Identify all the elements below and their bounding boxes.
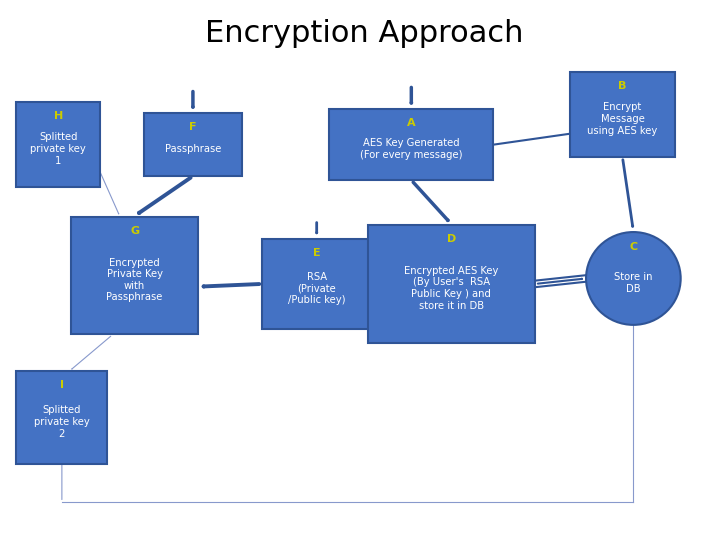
Text: B: B: [618, 81, 627, 91]
Text: D: D: [447, 234, 456, 244]
Text: AES Key Generated
(For every message): AES Key Generated (For every message): [360, 138, 462, 160]
FancyBboxPatch shape: [569, 72, 676, 157]
Text: RSA
(Private
/Public key): RSA (Private /Public key): [288, 272, 345, 305]
Text: I: I: [60, 380, 64, 390]
Text: Splitted
private key
1: Splitted private key 1: [31, 133, 86, 165]
FancyBboxPatch shape: [329, 109, 494, 180]
Text: Splitted
private key
2: Splitted private key 2: [34, 406, 90, 438]
FancyBboxPatch shape: [17, 371, 108, 464]
FancyBboxPatch shape: [368, 225, 535, 343]
Text: Store in
DB: Store in DB: [614, 272, 652, 294]
Text: Passphrase: Passphrase: [165, 144, 221, 154]
Text: Encrypt
Message
using AES key: Encrypt Message using AES key: [587, 103, 657, 135]
Ellipse shape: [586, 232, 681, 325]
FancyBboxPatch shape: [262, 239, 371, 329]
Text: Encrypted
Private Key
with
Passphrase: Encrypted Private Key with Passphrase: [106, 258, 163, 302]
Text: C: C: [629, 242, 638, 252]
Text: Encryption Approach: Encryption Approach: [205, 19, 523, 48]
Text: A: A: [407, 118, 416, 128]
Text: Encrypted AES Key
(By User's  RSA
Public Key ) and
store it in DB: Encrypted AES Key (By User's RSA Public …: [404, 266, 499, 311]
Text: F: F: [189, 122, 197, 132]
FancyBboxPatch shape: [16, 103, 100, 187]
Text: E: E: [313, 248, 320, 258]
Text: H: H: [54, 111, 63, 121]
Text: G: G: [130, 226, 139, 236]
FancyBboxPatch shape: [144, 114, 242, 176]
FancyBboxPatch shape: [71, 217, 198, 334]
